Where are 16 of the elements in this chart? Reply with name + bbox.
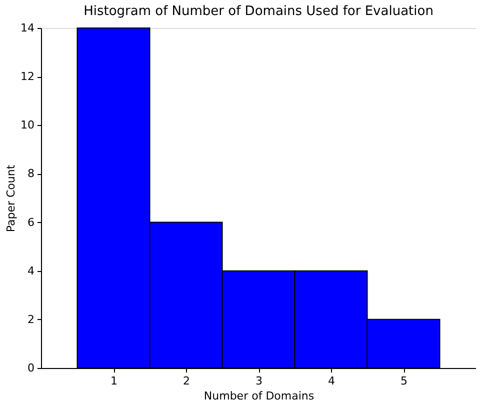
y-tick-label: 8: [28, 167, 34, 180]
y-tick-label: 10: [20, 118, 34, 132]
chart-title: Histogram of Number of Domains Used for Evaluation: [84, 4, 434, 19]
x-axis-title: Number of Domains: [204, 390, 314, 402]
x-tick-label: 2: [183, 374, 190, 388]
x-tick-label: 1: [110, 374, 118, 388]
x-tick-label: 4: [328, 374, 335, 388]
y-tick-label: 6: [28, 216, 34, 229]
y-axis-title: Paper Count: [4, 164, 18, 232]
y-tick-label: 2: [28, 312, 34, 326]
y-tick-label: 14: [20, 22, 34, 34]
x-tick-label: 5: [400, 374, 408, 388]
x-tick-label: 3: [256, 374, 262, 388]
y-tick-label: 12: [20, 70, 34, 84]
y-tick-label: 0: [28, 362, 34, 374]
y-tick-label: 4: [28, 264, 34, 278]
